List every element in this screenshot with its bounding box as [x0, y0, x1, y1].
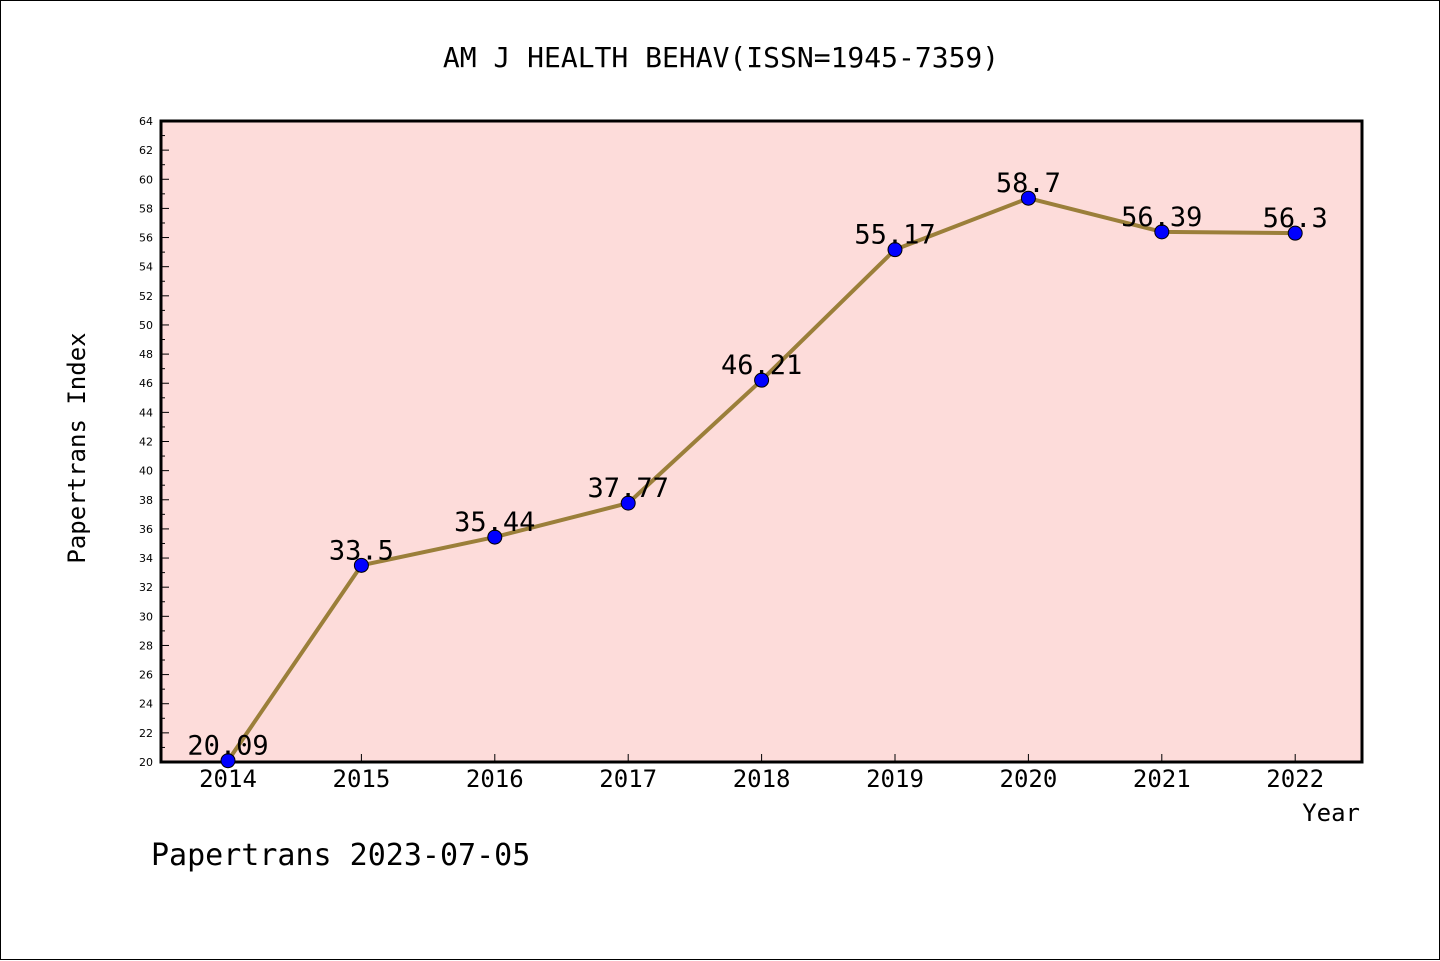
- y-tick-label: 48: [139, 348, 153, 361]
- series-group: 20.09 33.5 35.44 37.77 46.21 55.17 58.7 56.39 56…: [187, 168, 1328, 769]
- y-tick-label: 24: [139, 698, 153, 711]
- x-tick-label: 2020: [1000, 765, 1058, 793]
- y-tick-label: 36: [139, 523, 153, 536]
- data-label: 46.21: [721, 350, 802, 381]
- y-tick-label: 42: [139, 436, 153, 449]
- y-tick-label: 28: [139, 639, 153, 652]
- x-tick-label: 2014: [199, 765, 257, 793]
- data-label: 56.3: [1263, 203, 1328, 234]
- x-axis: 2014 2015 2016 2017 2018 2019 2020 2021 2022: [199, 754, 1324, 793]
- footer-text: Papertrans 2023-07-05: [151, 838, 530, 873]
- y-tick-label: 52: [139, 290, 153, 303]
- data-label: 58.7: [996, 168, 1061, 199]
- y-axis: 20 22 24 26 28 30 32 34 36 38 40 42 44 46 48 50 52 54 56 58…: [139, 115, 169, 769]
- data-point: [1020, 190, 1036, 206]
- data-point: [754, 372, 770, 388]
- data-point: [887, 242, 903, 258]
- data-point: [620, 495, 636, 511]
- data-label: 20.09: [187, 731, 268, 762]
- y-tick-label: 62: [139, 144, 153, 157]
- x-tick-label: 2018: [733, 765, 791, 793]
- chart-title: AM J HEALTH BEHAV(ISSN=1945-7359): [443, 41, 999, 74]
- data-label: 37.77: [588, 473, 669, 504]
- x-tick-label: 2015: [333, 765, 391, 793]
- y-tick-label: 46: [139, 377, 153, 390]
- y-tick-label: 64: [139, 115, 153, 128]
- x-tick-label: 2016: [466, 765, 524, 793]
- y-tick-label: 56: [139, 232, 153, 245]
- x-tick-label: 2021: [1133, 765, 1191, 793]
- data-label: 35.44: [454, 507, 535, 538]
- y-tick-label: 34: [139, 552, 153, 565]
- x-axis-label: Year: [1302, 799, 1360, 827]
- x-tick-label: 2019: [866, 765, 924, 793]
- data-point: [1287, 225, 1303, 241]
- data-label: 55.17: [854, 220, 935, 251]
- y-tick-label: 44: [139, 406, 153, 419]
- y-tick-label: 50: [139, 319, 153, 332]
- y-tick-label: 20: [139, 756, 153, 769]
- data-point: [1154, 224, 1170, 240]
- x-tick-label: 2017: [599, 765, 657, 793]
- data-point: [487, 529, 503, 545]
- data-label: 56.39: [1121, 202, 1202, 233]
- y-tick-label: 40: [139, 465, 153, 478]
- y-tick-label: 30: [139, 610, 153, 623]
- y-tick-label: 32: [139, 581, 153, 594]
- data-label: 33.5: [329, 535, 394, 566]
- y-tick-label: 38: [139, 494, 153, 507]
- y-tick-label: 58: [139, 202, 153, 215]
- y-tick-label: 26: [139, 669, 153, 682]
- y-axis-label: Papertrans Index: [63, 332, 91, 563]
- data-point: [353, 557, 369, 573]
- data-point: [220, 753, 236, 769]
- y-tick-label: 54: [139, 261, 153, 274]
- y-tick-label: 22: [139, 727, 153, 740]
- x-tick-label: 2022: [1266, 765, 1324, 793]
- y-tick-label: 60: [139, 173, 153, 186]
